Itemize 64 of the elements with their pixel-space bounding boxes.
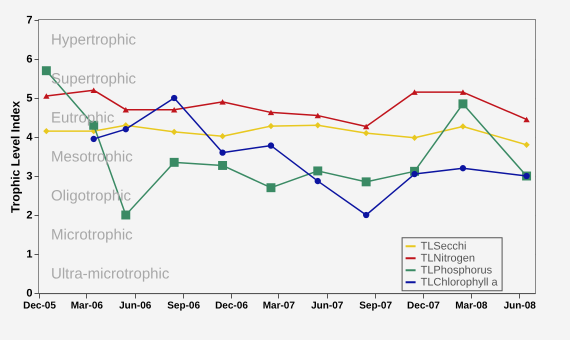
- point: [363, 124, 370, 130]
- y-tick-label: 4: [26, 132, 34, 144]
- point: [219, 149, 226, 156]
- x-tick-label: Dec-07: [407, 300, 440, 312]
- point: [411, 134, 418, 141]
- y-tick-label: 0: [26, 288, 32, 300]
- point: [122, 106, 129, 112]
- x-tick-label: Sep-07: [359, 300, 392, 312]
- point: [362, 177, 371, 186]
- point: [171, 94, 178, 102]
- point: [458, 99, 468, 108]
- point: [523, 142, 530, 148]
- legend-label: TLSecchi: [420, 240, 466, 252]
- point: [171, 106, 178, 112]
- point: [363, 130, 370, 136]
- point: [218, 161, 228, 170]
- x-tick-label: Mar-06: [70, 300, 104, 312]
- x-tick-label: Jun-08: [504, 300, 536, 312]
- x-tick-label: Jun-06: [119, 300, 152, 312]
- point: [219, 133, 226, 140]
- point: [363, 212, 370, 218]
- y-tick-label: 5: [26, 92, 32, 104]
- point: [42, 66, 51, 76]
- y-tick-label: 7: [26, 14, 32, 26]
- y-tick-label: 3: [26, 170, 32, 182]
- band-label: Microtrophic: [51, 226, 134, 244]
- point: [90, 87, 97, 93]
- point: [170, 158, 179, 167]
- band-label: Ultra-microtrophic: [51, 266, 170, 282]
- x-tick-label: Mar-07: [262, 300, 296, 312]
- y-tick-label: 1: [26, 248, 32, 260]
- legend-label: TLPhosphorus: [420, 264, 493, 276]
- point: [268, 142, 274, 149]
- point: [314, 122, 321, 128]
- point: [43, 93, 50, 99]
- legend-label: TLChlorophyll a: [420, 276, 499, 288]
- point: [460, 123, 466, 130]
- x-tick-label: Mar-08: [455, 300, 488, 312]
- legend-label: TLNitrogen: [420, 252, 476, 264]
- y-tick-label: 6: [26, 54, 32, 66]
- x-tick-label: Jun-07: [311, 300, 344, 312]
- point: [460, 89, 466, 95]
- point: [219, 99, 226, 105]
- point: [411, 89, 418, 95]
- x-tick-label: Sep-06: [167, 300, 200, 312]
- point: [121, 210, 130, 220]
- x-tick-label: Dec-06: [215, 300, 248, 312]
- point: [268, 122, 274, 130]
- point: [90, 136, 97, 142]
- point: [268, 110, 274, 116]
- point: [171, 128, 178, 136]
- y-tick-label: 2: [26, 210, 32, 222]
- point: [314, 112, 321, 118]
- point: [523, 116, 530, 122]
- point: [43, 128, 50, 134]
- point: [122, 126, 129, 132]
- y-axis-title: Trophic Level Index: [8, 100, 22, 214]
- point: [411, 170, 418, 178]
- point: [460, 165, 466, 172]
- point: [313, 166, 322, 176]
- band-label: Hypertrophic: [51, 32, 137, 48]
- point: [314, 178, 321, 184]
- x-tick-label: Dec-05: [23, 300, 56, 312]
- point: [266, 183, 276, 192]
